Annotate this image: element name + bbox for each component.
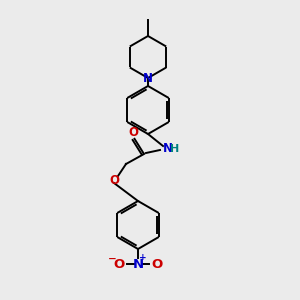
- Text: N: N: [132, 257, 144, 271]
- Text: O: O: [109, 173, 119, 187]
- Text: N: N: [163, 142, 173, 154]
- Text: H: H: [170, 144, 180, 154]
- Text: O: O: [113, 257, 124, 271]
- Text: O: O: [128, 127, 138, 140]
- Text: O: O: [152, 257, 163, 271]
- Text: N: N: [143, 71, 153, 85]
- Text: −: −: [108, 254, 116, 264]
- Text: +: +: [139, 254, 147, 262]
